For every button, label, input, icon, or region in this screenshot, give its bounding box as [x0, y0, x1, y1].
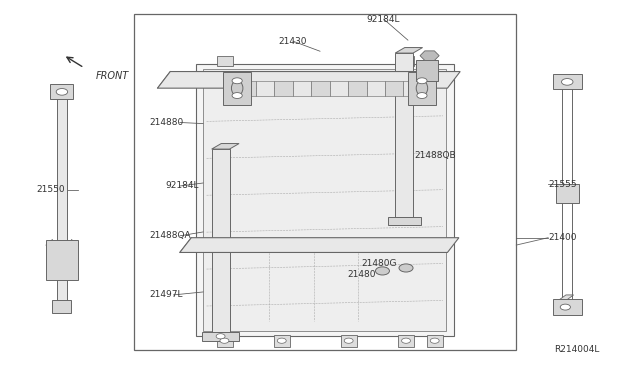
- Bar: [217, 335, 233, 347]
- Bar: [427, 335, 443, 347]
- Polygon shape: [420, 51, 439, 61]
- Polygon shape: [330, 81, 348, 96]
- Circle shape: [376, 267, 390, 275]
- Circle shape: [220, 338, 229, 343]
- Bar: [408, 71, 436, 105]
- Text: 21488QA: 21488QA: [149, 231, 191, 240]
- Circle shape: [430, 338, 439, 343]
- Circle shape: [560, 304, 570, 310]
- Polygon shape: [403, 81, 422, 96]
- Polygon shape: [558, 295, 573, 301]
- Text: 21555: 21555: [548, 180, 577, 189]
- Text: 21488QB: 21488QB: [414, 151, 456, 160]
- Text: 21480G: 21480G: [362, 259, 397, 268]
- Polygon shape: [57, 97, 67, 302]
- Polygon shape: [385, 81, 403, 96]
- Text: 21550: 21550: [36, 185, 65, 194]
- Circle shape: [232, 93, 243, 99]
- Ellipse shape: [232, 81, 243, 96]
- Polygon shape: [311, 81, 330, 96]
- Text: 21400: 21400: [548, 233, 577, 242]
- Text: 21480: 21480: [348, 270, 376, 279]
- Polygon shape: [255, 81, 274, 96]
- Circle shape: [561, 78, 573, 85]
- Bar: [552, 299, 582, 315]
- Ellipse shape: [416, 81, 428, 96]
- Bar: [398, 56, 414, 66]
- Text: R214004L: R214004L: [554, 345, 600, 354]
- Polygon shape: [202, 332, 239, 341]
- Bar: [341, 335, 357, 347]
- Polygon shape: [274, 81, 292, 96]
- Circle shape: [417, 78, 427, 84]
- Bar: [398, 335, 414, 347]
- Text: 92184L: 92184L: [367, 15, 400, 24]
- Bar: [274, 335, 290, 347]
- Polygon shape: [157, 71, 460, 88]
- Circle shape: [277, 338, 286, 343]
- Text: 21430: 21430: [278, 37, 307, 46]
- Bar: [134, 14, 516, 350]
- Polygon shape: [395, 48, 422, 53]
- Bar: [415, 61, 438, 81]
- Text: 21497L: 21497L: [149, 291, 183, 299]
- Polygon shape: [180, 238, 459, 253]
- Bar: [46, 240, 78, 280]
- Circle shape: [216, 334, 225, 339]
- Circle shape: [417, 93, 427, 99]
- Bar: [52, 301, 72, 313]
- Polygon shape: [212, 149, 230, 332]
- Circle shape: [401, 338, 410, 343]
- Bar: [552, 74, 582, 89]
- Text: 92184L: 92184L: [166, 182, 199, 190]
- Circle shape: [399, 264, 413, 272]
- Polygon shape: [395, 53, 413, 217]
- Polygon shape: [237, 81, 255, 96]
- Polygon shape: [196, 64, 454, 336]
- Text: FRONT: FRONT: [96, 71, 129, 81]
- Circle shape: [232, 78, 243, 84]
- Circle shape: [344, 338, 353, 343]
- Polygon shape: [204, 68, 446, 331]
- Bar: [51, 84, 74, 99]
- Polygon shape: [348, 81, 367, 96]
- Polygon shape: [212, 144, 239, 149]
- Polygon shape: [292, 81, 311, 96]
- Polygon shape: [388, 217, 420, 225]
- Bar: [223, 71, 251, 105]
- Text: 214880: 214880: [149, 118, 184, 127]
- Bar: [217, 56, 233, 66]
- Bar: [556, 184, 579, 203]
- Circle shape: [56, 89, 68, 95]
- Polygon shape: [367, 81, 385, 96]
